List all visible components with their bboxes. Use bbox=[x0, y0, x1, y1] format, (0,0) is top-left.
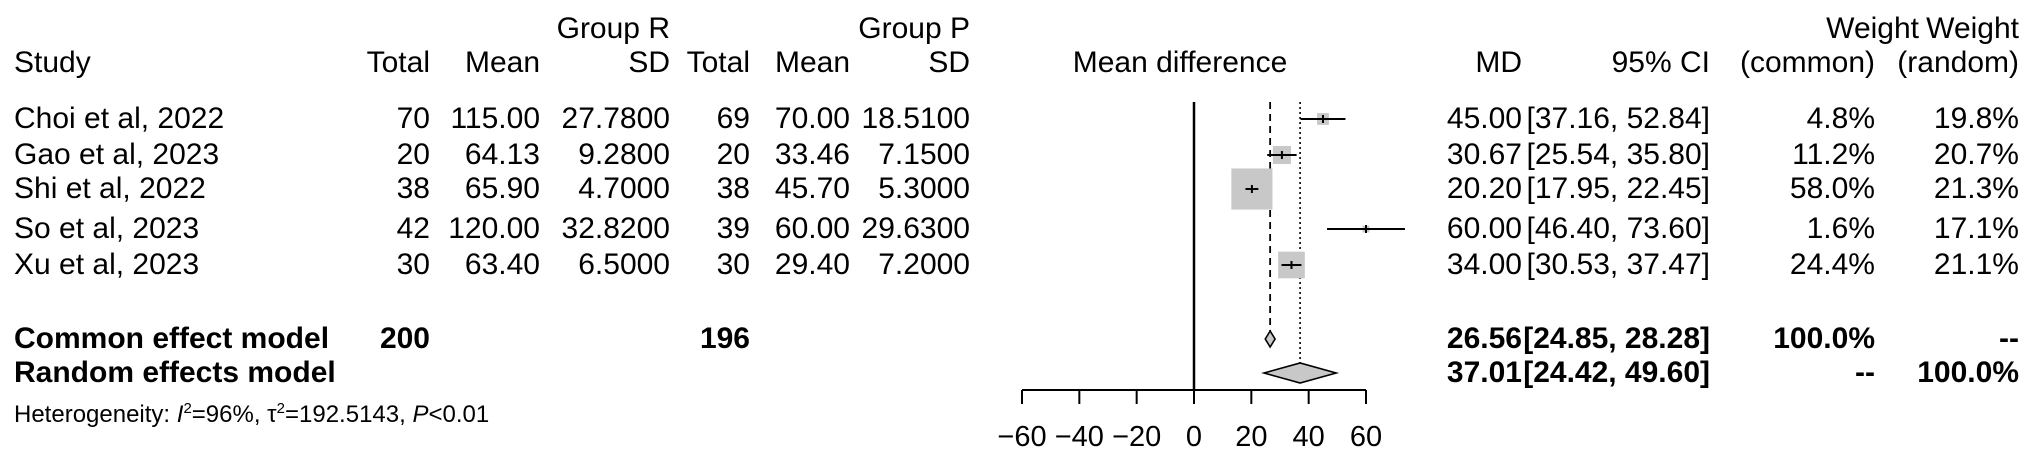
total-p: 69 bbox=[716, 102, 750, 135]
study-name: Xu et al, 2023 bbox=[14, 248, 200, 281]
ci-header: 95% CI bbox=[1611, 46, 1710, 79]
random-effects-label: Random effects model bbox=[14, 356, 336, 389]
random-weight-common: -- bbox=[1855, 356, 1875, 389]
md-value: 20.20 bbox=[1446, 172, 1522, 205]
common-effect-diamond bbox=[1264, 329, 1277, 349]
mean-difference-header: Mean difference bbox=[1072, 46, 1288, 79]
sd-r-header: SD bbox=[628, 46, 670, 79]
mean-p: 45.70 bbox=[774, 172, 850, 205]
total-p: 20 bbox=[716, 138, 750, 171]
mean-r: 65.90 bbox=[464, 172, 540, 205]
x-tick-label: −40 bbox=[1055, 421, 1104, 453]
mean-r: 63.40 bbox=[464, 248, 540, 281]
ci-value: [25.54, 35.80] bbox=[1526, 138, 1711, 171]
study-name: Shi et al, 2022 bbox=[14, 172, 206, 205]
weight-random-header-top: Weight bbox=[1926, 12, 2019, 45]
mean-r: 64.13 bbox=[464, 138, 540, 171]
sd-p-header: SD bbox=[928, 46, 970, 79]
total-p: 39 bbox=[716, 212, 750, 245]
x-tick-label: 40 bbox=[1293, 421, 1325, 453]
x-tick-label: 0 bbox=[1186, 421, 1202, 453]
mean-r: 120.00 bbox=[448, 212, 540, 245]
sd-p: 29.6300 bbox=[861, 212, 970, 245]
weight-random-value: 19.8% bbox=[1933, 102, 2019, 135]
sd-r: 6.5000 bbox=[578, 248, 670, 281]
total-p-header: Total bbox=[686, 46, 750, 79]
x-tick-label: −20 bbox=[1112, 421, 1161, 453]
weight-random-value: 21.3% bbox=[1933, 172, 2019, 205]
weight-random-header: (random) bbox=[1897, 46, 2019, 79]
common-total-p: 196 bbox=[699, 322, 750, 355]
md-value: 60.00 bbox=[1446, 212, 1522, 245]
random-ci: [24.42, 49.60] bbox=[1523, 356, 1710, 389]
random-weight-random: 100.0% bbox=[1917, 356, 2019, 389]
common-total-r: 200 bbox=[379, 322, 430, 355]
md-value: 30.67 bbox=[1446, 138, 1522, 171]
weight-common-header-top: Weight bbox=[1826, 12, 1919, 45]
weight-common-value: 11.2% bbox=[1792, 138, 1875, 171]
study-name: Choi et al, 2022 bbox=[14, 102, 225, 135]
ci-value: [46.40, 73.60] bbox=[1526, 212, 1711, 245]
md-value: 45.00 bbox=[1446, 102, 1522, 135]
common-weight-common: 100.0% bbox=[1773, 322, 1875, 355]
study-name: Gao et al, 2023 bbox=[14, 138, 220, 171]
md-value: 34.00 bbox=[1446, 248, 1522, 281]
weight-common-value: 4.8% bbox=[1806, 102, 1875, 135]
sd-p: 7.2000 bbox=[878, 248, 970, 281]
x-tick-label: 20 bbox=[1235, 421, 1267, 453]
weight-common-value: 24.4% bbox=[1789, 248, 1875, 281]
total-r: 42 bbox=[396, 212, 430, 245]
sd-p: 5.3000 bbox=[878, 172, 970, 205]
random-effects-diamond bbox=[1261, 362, 1340, 384]
heterogeneity-stats: Heterogeneity: I2=96%, τ2=192.5143, P<0.… bbox=[14, 400, 490, 428]
study-name: So et al, 2023 bbox=[14, 212, 200, 245]
common-effect-label: Common effect model bbox=[14, 322, 330, 355]
mean-p: 29.40 bbox=[774, 248, 850, 281]
weight-random-value: 17.1% bbox=[1933, 212, 2019, 245]
common-weight-random: -- bbox=[1999, 322, 2019, 355]
ci-value: [30.53, 37.47] bbox=[1526, 248, 1711, 281]
ci-value: [37.16, 52.84] bbox=[1526, 102, 1711, 135]
mean-r-header: Mean bbox=[464, 46, 540, 79]
mean-r: 115.00 bbox=[450, 102, 540, 135]
sd-p: 7.1500 bbox=[878, 138, 970, 171]
total-r: 70 bbox=[396, 102, 430, 135]
mean-p: 60.00 bbox=[774, 212, 850, 245]
random-md: 37.01 bbox=[1446, 356, 1522, 389]
mean-p-header: Mean bbox=[774, 46, 850, 79]
x-tick-label: 60 bbox=[1350, 421, 1382, 453]
mean-p: 70.00 bbox=[774, 102, 850, 135]
total-r-header: Total bbox=[366, 46, 430, 79]
sd-p: 18.5100 bbox=[861, 102, 970, 135]
weight-common-header: (common) bbox=[1739, 46, 1875, 79]
total-r: 20 bbox=[396, 138, 430, 171]
total-p: 38 bbox=[716, 172, 750, 205]
sd-r: 4.7000 bbox=[578, 172, 670, 205]
group-p-header: Group P bbox=[858, 12, 970, 45]
total-p: 30 bbox=[716, 248, 750, 281]
sd-r: 9.2800 bbox=[578, 138, 670, 171]
group-r-header: Group R bbox=[556, 12, 670, 45]
weight-common-value: 58.0% bbox=[1789, 172, 1875, 205]
ci-value: [17.95, 22.45] bbox=[1526, 172, 1711, 205]
total-r: 30 bbox=[396, 248, 430, 281]
sd-r: 27.7800 bbox=[561, 102, 670, 135]
common-ci: [24.85, 28.28] bbox=[1523, 322, 1710, 355]
weight-common-value: 1.6% bbox=[1806, 212, 1875, 245]
common-md: 26.56 bbox=[1446, 322, 1522, 355]
weight-random-value: 20.7% bbox=[1933, 138, 2019, 171]
total-r: 38 bbox=[396, 172, 430, 205]
weight-random-value: 21.1% bbox=[1933, 248, 2019, 281]
md-header: MD bbox=[1475, 46, 1522, 79]
sd-r: 32.8200 bbox=[561, 212, 670, 245]
x-tick-label: −60 bbox=[997, 421, 1046, 453]
mean-p: 33.46 bbox=[774, 138, 850, 171]
study-header: Study bbox=[14, 46, 91, 79]
